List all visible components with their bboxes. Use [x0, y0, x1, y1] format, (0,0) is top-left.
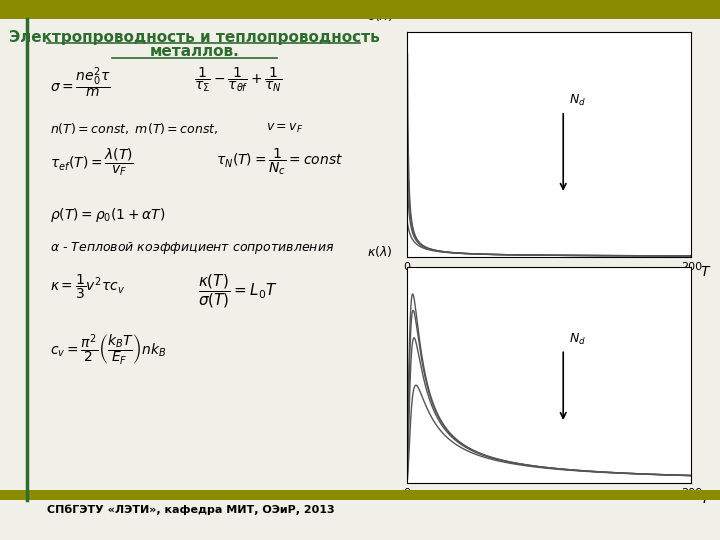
Text: $\dfrac{\kappa(T)}{\sigma(T)} = L_0 T$: $\dfrac{\kappa(T)}{\sigma(T)} = L_0 T$ [198, 273, 277, 310]
Text: $v{=}v_F$: $v{=}v_F$ [266, 122, 304, 134]
Text: $\tau_{ef}(T) = \dfrac{\lambda(T)}{v_F}$: $\tau_{ef}(T) = \dfrac{\lambda(T)}{v_F}$ [50, 146, 135, 178]
Text: $\kappa(\lambda)$: $\kappa(\lambda)$ [367, 244, 392, 259]
Text: 0: 0 [403, 488, 410, 498]
Text: $\rho(T) = \rho_0(1 + \alpha T)$: $\rho(T) = \rho_0(1 + \alpha T)$ [50, 206, 166, 224]
Text: металлов.: металлов. [150, 44, 239, 59]
Text: СПбГЭТУ «ЛЭТИ», кафедра МИТ, ОЭиР, 2013: СПбГЭТУ «ЛЭТИ», кафедра МИТ, ОЭиР, 2013 [47, 505, 334, 515]
Text: $\alpha$ - Тепловой коэффициент сопротивления: $\alpha$ - Тепловой коэффициент сопротив… [50, 240, 335, 256]
Text: $\kappa = \dfrac{1}{3}v^2\tau c_v$: $\kappa = \dfrac{1}{3}v^2\tau c_v$ [50, 273, 125, 301]
Text: $\dfrac{1}{\tau_\Sigma} - \dfrac{1}{\tau_{\theta f}} + \dfrac{1}{\tau_N}$: $\dfrac{1}{\tau_\Sigma} - \dfrac{1}{\tau… [194, 65, 283, 93]
Text: $T$: $T$ [700, 492, 711, 506]
Text: $T$: $T$ [700, 266, 711, 280]
Text: Электропроводность и теплопроводность: Электропроводность и теплопроводность [9, 30, 379, 45]
Text: $\sigma = \dfrac{ne_0^2\tau}{m}$: $\sigma = \dfrac{ne_0^2\tau}{m}$ [50, 65, 111, 100]
Text: $\sigma(\lambda)$: $\sigma(\lambda)$ [366, 9, 392, 23]
Text: $c_v = \dfrac{\pi^2}{2}\left(\dfrac{k_B T}{E_F}\right)nk_B$: $c_v = \dfrac{\pi^2}{2}\left(\dfrac{k_B … [50, 332, 167, 367]
Text: 0: 0 [403, 262, 410, 272]
Text: 200: 200 [680, 262, 702, 272]
Text: $N_d$: $N_d$ [569, 332, 586, 347]
Text: $N_d$: $N_d$ [569, 93, 586, 108]
Text: $n(T){=}const,\ m(T){=}const,$: $n(T){=}const,\ m(T){=}const,$ [50, 122, 219, 137]
Text: 200: 200 [680, 488, 702, 498]
Text: $\tau_N(T) = \dfrac{1}{N_c} = const$: $\tau_N(T) = \dfrac{1}{N_c} = const$ [216, 146, 343, 177]
